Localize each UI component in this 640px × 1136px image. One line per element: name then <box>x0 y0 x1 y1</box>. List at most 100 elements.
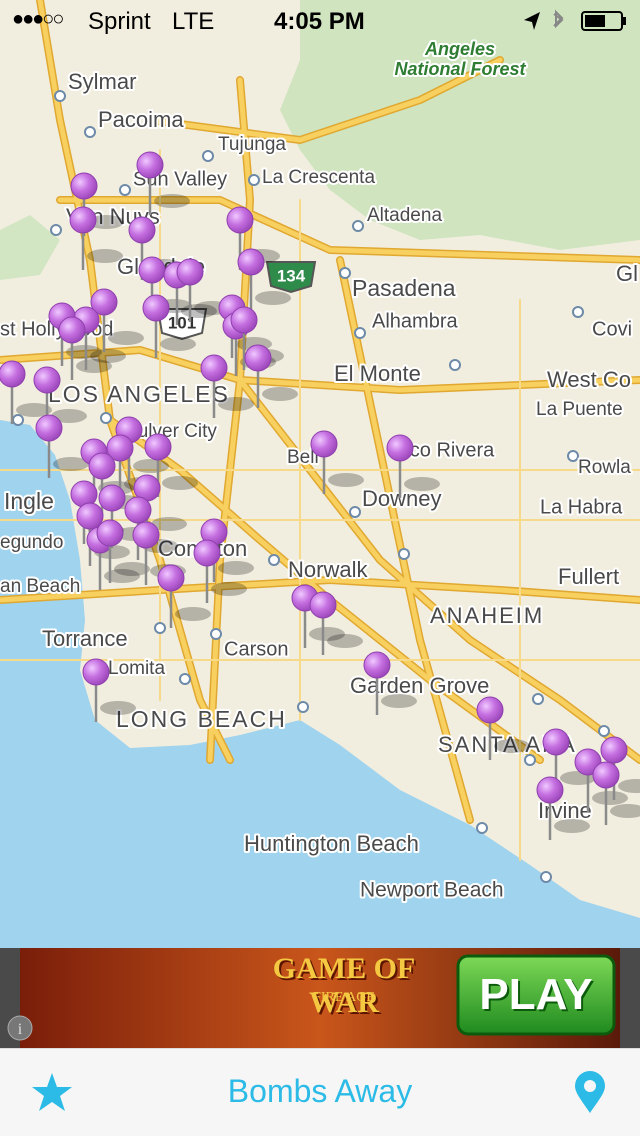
place-label: La Habra <box>540 496 623 518</box>
map-pin[interactable] <box>237 248 265 312</box>
city-dot <box>398 548 410 560</box>
map-pin[interactable] <box>69 206 97 270</box>
map-pin[interactable] <box>35 414 63 478</box>
place-label: ANAHEIM <box>430 603 544 628</box>
map-pin[interactable] <box>157 564 185 628</box>
pin-head <box>193 539 221 567</box>
pin-shadow <box>327 634 363 648</box>
city-dot <box>248 174 260 186</box>
pin-shadow <box>100 701 136 715</box>
city-dot <box>179 673 191 685</box>
map-pin[interactable] <box>0 360 26 424</box>
city-dot <box>268 554 280 566</box>
city-dot <box>349 506 361 518</box>
map-pin[interactable] <box>82 658 110 722</box>
map-pin[interactable] <box>136 151 164 215</box>
pin-shadow <box>554 819 590 833</box>
city-dot <box>476 822 488 834</box>
place-label: Tujunga <box>218 134 286 155</box>
pin-head <box>76 502 104 530</box>
pin-shadow <box>610 804 640 818</box>
map-pin[interactable] <box>33 366 61 430</box>
pin-head <box>88 452 116 480</box>
map-pin[interactable] <box>132 521 160 585</box>
map-pin[interactable] <box>244 344 272 408</box>
ad-banner[interactable]: i GAME OF WAR FIRE AGE PLAY <box>0 948 640 1048</box>
city-dot <box>567 450 579 462</box>
pin-head <box>142 294 170 322</box>
map-pin[interactable] <box>536 776 564 840</box>
map-pin[interactable] <box>230 306 258 370</box>
pin-shadow <box>133 459 169 473</box>
pin-shadow <box>108 331 144 345</box>
map-pin[interactable] <box>592 761 620 825</box>
forest <box>280 0 640 250</box>
place-label: Carson <box>224 638 288 660</box>
pin-head <box>200 354 228 382</box>
map-pin[interactable] <box>386 434 414 498</box>
pin-shadow <box>90 349 126 363</box>
city-dot <box>449 359 461 371</box>
map-pin[interactable] <box>193 539 221 603</box>
pin-shadow <box>154 194 190 208</box>
pin-head <box>138 256 166 284</box>
ocean <box>0 420 640 948</box>
place-label: Rowla <box>578 457 631 478</box>
highway-shield <box>156 308 208 341</box>
pin-head <box>386 434 414 462</box>
place-label: Torrance <box>42 626 128 651</box>
pin-shadow <box>104 569 140 583</box>
status-icons <box>524 9 626 31</box>
pin-head <box>309 591 337 619</box>
pin-head <box>0 360 26 388</box>
pin-shadow <box>76 359 112 373</box>
pin-shadow <box>51 409 87 423</box>
pin-shadow <box>66 345 102 359</box>
city-dot <box>524 754 536 766</box>
pin-head <box>70 172 98 200</box>
map-pin[interactable] <box>90 288 118 352</box>
map: Sylmar Pacoima Tujunga Sun Valley La Crescen… <box>0 0 640 948</box>
ad-button[interactable]: PLAY <box>479 970 593 1019</box>
pin-head <box>226 206 254 234</box>
pin-shadow <box>404 477 440 491</box>
map-pin[interactable] <box>96 519 124 583</box>
place-label: Alhambra <box>372 310 458 332</box>
location-icon[interactable] <box>572 1071 608 1115</box>
pin-head <box>69 206 97 234</box>
pin-shadow <box>328 473 364 487</box>
map-pin[interactable] <box>58 316 86 380</box>
pin-head <box>106 434 134 462</box>
city-dot <box>84 126 96 138</box>
map-pin[interactable] <box>309 591 337 655</box>
pin-shadow <box>381 694 417 708</box>
pin-head <box>136 151 164 179</box>
ad-subtitle: FIRE AGE <box>313 990 375 1005</box>
city-dot <box>540 871 552 883</box>
pin-shadow <box>255 291 291 305</box>
svg-text:i: i <box>18 1021 23 1038</box>
place-label: LOS ANGELES <box>48 381 230 407</box>
pin-shadow <box>592 791 628 805</box>
map-pin[interactable] <box>142 294 170 358</box>
pin-head <box>542 728 570 756</box>
pin-head <box>98 484 126 512</box>
place-label: Sylmar <box>68 69 136 94</box>
pin-shadow <box>162 476 198 490</box>
signal-dots: ●●●○○ <box>12 8 64 30</box>
pin-head <box>144 433 172 461</box>
map-pin[interactable] <box>542 728 570 792</box>
map-pin[interactable] <box>310 430 338 494</box>
highway-number: 134 <box>277 266 306 285</box>
favorites-icon[interactable] <box>30 1071 74 1113</box>
status-bar: ●●●○○ Sprint LTE 4:05 PM <box>0 0 640 40</box>
map-pin[interactable] <box>176 258 204 322</box>
park <box>0 215 60 280</box>
map-pin[interactable] <box>476 696 504 760</box>
pin-head <box>90 288 118 316</box>
map-pin[interactable] <box>200 354 228 418</box>
pin-shadow <box>87 249 123 263</box>
city-dot <box>598 725 610 737</box>
map-pin[interactable] <box>363 651 391 715</box>
place-label: Covi <box>592 318 632 340</box>
